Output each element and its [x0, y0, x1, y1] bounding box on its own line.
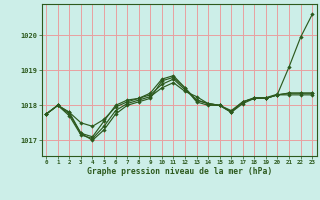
X-axis label: Graphe pression niveau de la mer (hPa): Graphe pression niveau de la mer (hPa) — [87, 167, 272, 176]
